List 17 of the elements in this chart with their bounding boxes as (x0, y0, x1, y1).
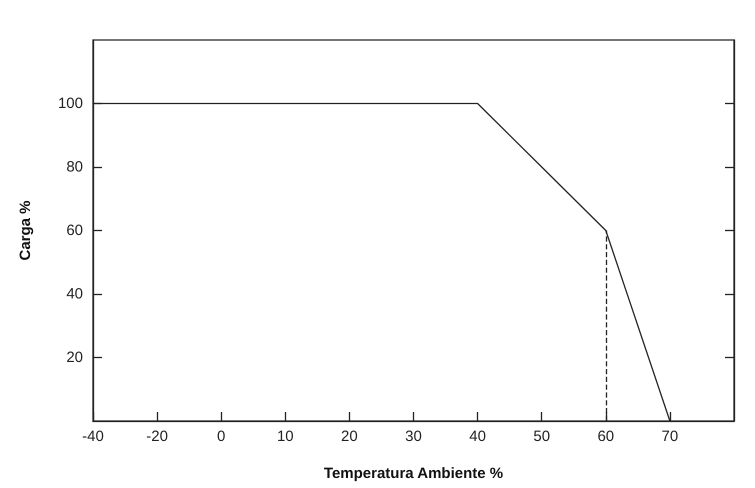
y-tick-label: 40 (66, 286, 83, 302)
x-tick-label: -20 (146, 428, 168, 445)
x-tick-label: 50 (533, 428, 550, 445)
x-tick-label: 40 (469, 428, 486, 445)
y-tick-label: 60 (66, 222, 83, 239)
y-tick-label: 20 (66, 349, 83, 366)
x-tick-label: -40 (82, 428, 104, 445)
y-axis-title: Carga % (17, 200, 34, 261)
x-tick-label: 70 (662, 428, 678, 445)
x-tick-label: 0 (217, 428, 226, 445)
x-tick-label: 20 (341, 428, 358, 445)
y-tick-label: 80 (66, 158, 83, 176)
y-tick-label: 100 (58, 95, 83, 112)
x-axis-title: Temperatura Ambiente % (324, 465, 504, 482)
x-tick-label: 30 (405, 428, 422, 445)
x-tick-label: 10 (276, 428, 294, 445)
x-tick-label: 60 (597, 428, 614, 445)
